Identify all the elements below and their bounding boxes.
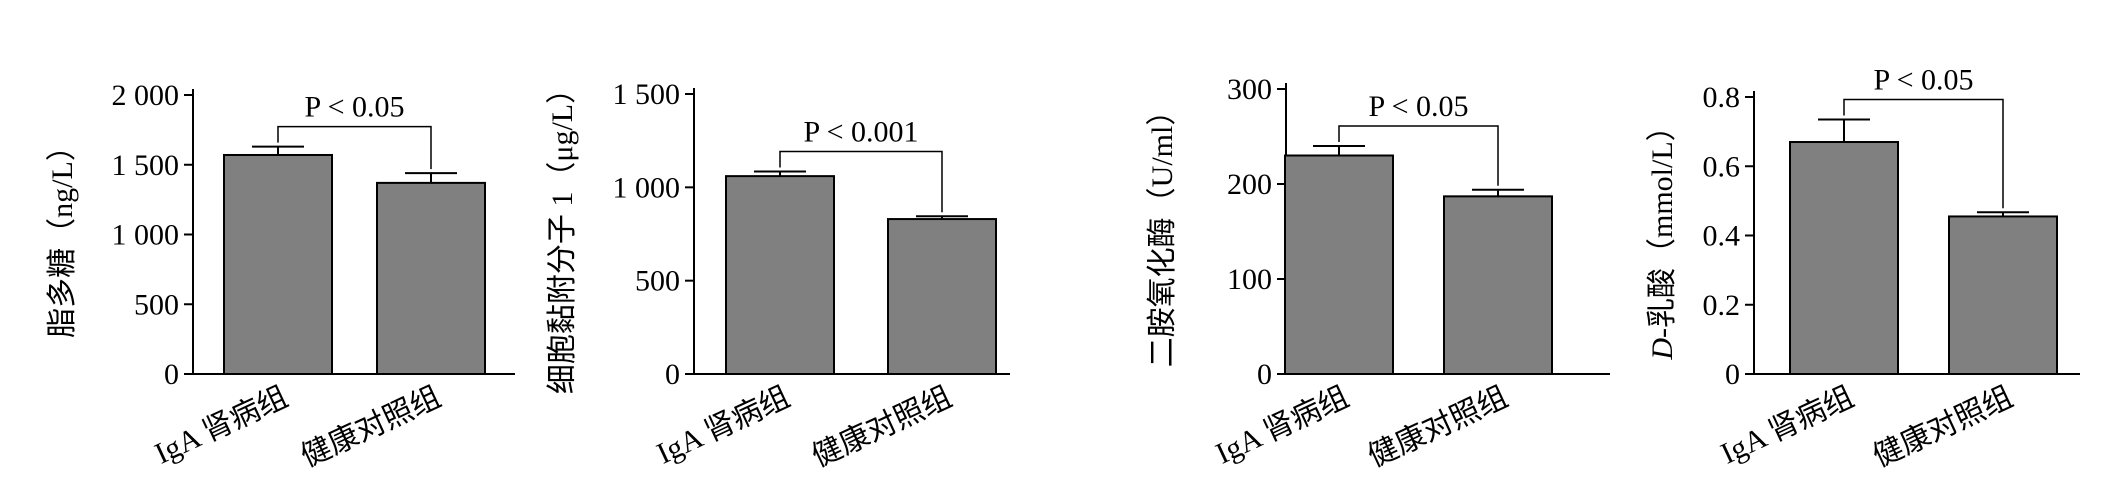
y-tick-label: 1 500 bbox=[112, 149, 180, 182]
p-value-annotation: P < 0.001 bbox=[804, 115, 919, 148]
significance-bracket bbox=[779, 150, 943, 213]
chart-panel-4: 0 0.2 0.4 0.6 0.8 P < 0.05 IgA 肾病组 健康对照组 D-乳酸（mm… bbox=[1646, 64, 2080, 474]
x-tick-label-1: IgA 肾病组 bbox=[150, 380, 293, 470]
chart-panel-3: 0 100 200 300 P < 0.05 IgA 肾病组 健康对照组 二胺氧化酶（U/ml… bbox=[1146, 73, 1610, 474]
y-axis-label: 二胺氧化酶（U/ml） bbox=[1146, 96, 1179, 368]
y-tick-label: 0.2 bbox=[1703, 289, 1741, 322]
y-tick-label: 500 bbox=[635, 265, 680, 298]
bar-1 bbox=[1789, 141, 1899, 375]
significance-bracket bbox=[1843, 98, 2004, 209]
y-tick-label: 0.4 bbox=[1703, 220, 1741, 253]
bar-2 bbox=[376, 181, 486, 375]
bar-2 bbox=[1443, 195, 1553, 375]
y-tick-label: 300 bbox=[1227, 73, 1272, 106]
y-axis-label: 脂多糖（ng/L） bbox=[46, 131, 79, 338]
bar-1 bbox=[223, 153, 333, 375]
p-value-annotation: P < 0.05 bbox=[1874, 64, 1974, 97]
y-tick-label: 500 bbox=[134, 288, 179, 321]
bar-1 bbox=[725, 175, 835, 375]
significance-bracket bbox=[277, 125, 432, 170]
x-tick-label-2: 健康对照组 bbox=[1363, 380, 1513, 473]
y-tick-label: 2 000 bbox=[112, 79, 180, 112]
x-tick-label-2: 健康对照组 bbox=[296, 380, 446, 473]
x-tick-label-2: 健康对照组 bbox=[807, 380, 957, 473]
y-tick-label: 0.6 bbox=[1703, 150, 1741, 183]
y-tick-label: 0 bbox=[665, 358, 680, 391]
bar-2 bbox=[887, 218, 997, 375]
y-axis-label: D-乳酸（mmol/L） bbox=[1646, 111, 1679, 360]
y-tick-label: 0 bbox=[164, 358, 179, 391]
y-tick-label: 100 bbox=[1227, 263, 1272, 296]
y-tick-label: 1 000 bbox=[112, 219, 180, 252]
x-tick-label-2: 健康对照组 bbox=[1868, 380, 2018, 473]
y-tick-label: 0 bbox=[1257, 358, 1272, 391]
p-value-annotation: P < 0.05 bbox=[1369, 90, 1469, 123]
x-tick-label-1: IgA 肾病组 bbox=[1716, 380, 1859, 470]
x-tick-label-1: IgA 肾病组 bbox=[1211, 380, 1354, 470]
chart-panel-2: 0 500 1 000 1 500 P < 0.001 IgA 肾病组 健康对照组 细胞黏附分… bbox=[546, 74, 1010, 474]
x-tick-label-1: IgA 肾病组 bbox=[652, 380, 795, 470]
y-tick-label: 200 bbox=[1227, 168, 1272, 201]
bar-2 bbox=[1948, 215, 2058, 375]
y-tick-label: 1 000 bbox=[613, 171, 681, 204]
y-tick-label: 1 500 bbox=[613, 78, 681, 111]
significance-bracket bbox=[1338, 125, 1499, 186]
p-value-annotation: P < 0.05 bbox=[305, 91, 405, 124]
chart-panel-1: 0 500 1 000 1 500 2 000 P < 0.05 IgA 肾病组 健康对照组 脂… bbox=[46, 79, 515, 474]
bar-1 bbox=[1284, 154, 1394, 375]
y-tick-label: 0.8 bbox=[1703, 81, 1741, 114]
y-tick-label: 0 bbox=[1725, 358, 1740, 391]
y-axis-label: 细胞黏附分子 1（μg/L） bbox=[546, 74, 579, 394]
